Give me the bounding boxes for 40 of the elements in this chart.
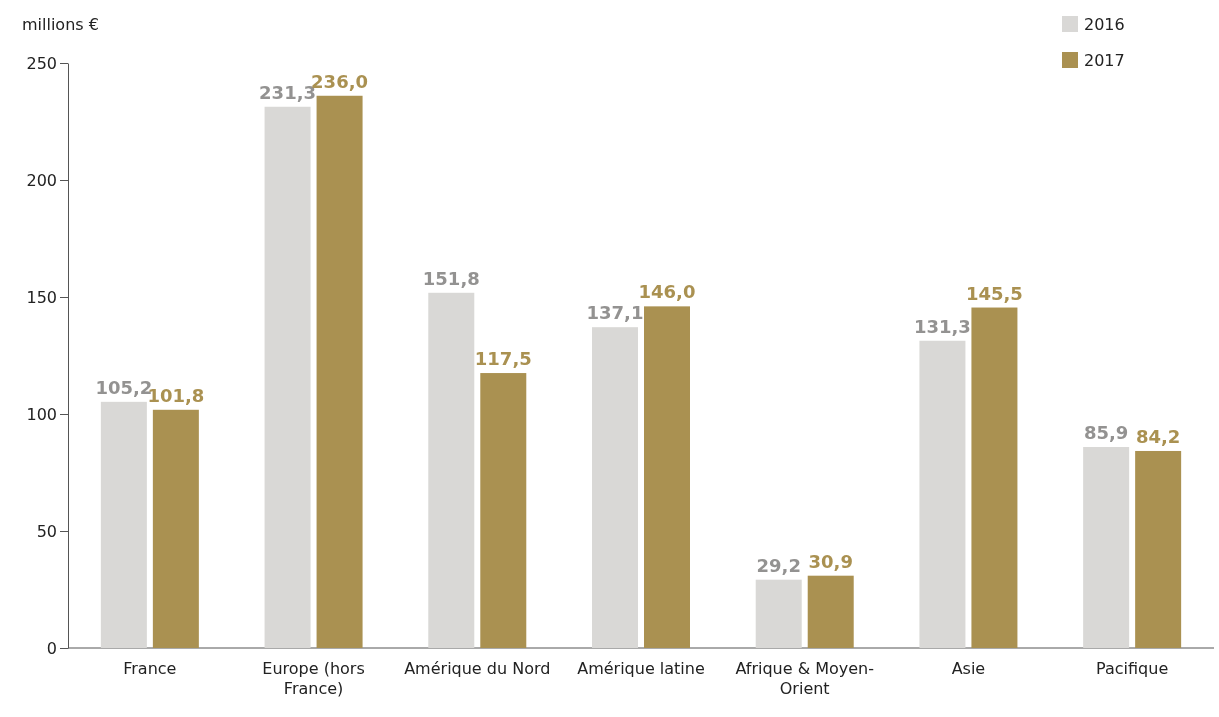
data-label: 117,5 (474, 348, 532, 370)
bar (1083, 446, 1130, 648)
y-tick-label: 0 (46, 638, 57, 658)
bar (152, 409, 199, 648)
x-tick-label: Amérique du Nord (404, 659, 551, 678)
y-tick-label: 250 (26, 53, 57, 73)
bar (755, 579, 802, 648)
x-tick-label: Asie (951, 659, 986, 678)
y-tick-label: 200 (26, 170, 57, 190)
data-label: 145,5 (965, 282, 1023, 304)
x-tick-label: Afrique & Moyen-Orient (735, 659, 875, 698)
bar (428, 292, 475, 648)
data-label: 131,3 (913, 315, 971, 337)
legend-label: 2016 (1084, 15, 1125, 34)
data-label: 30,9 (808, 550, 853, 572)
data-label: 29,2 (756, 554, 801, 576)
x-tick-label: Pacifique (1096, 659, 1169, 678)
y-tick-label: 100 (26, 404, 57, 424)
x-tick-label: France (123, 659, 177, 678)
bar (644, 306, 690, 648)
bar (480, 373, 527, 648)
y-tick-label: 150 (26, 287, 57, 307)
bar (592, 327, 638, 648)
bar (807, 575, 854, 648)
y-tick-label: 50 (36, 521, 57, 541)
bar (264, 106, 311, 648)
x-tick-label: Amérique latine (577, 659, 705, 678)
data-label: 84,2 (1135, 425, 1181, 447)
bar (100, 401, 147, 648)
bar (971, 307, 1018, 648)
legend-label: 2017 (1084, 51, 1125, 70)
data-label: 146,0 (638, 281, 696, 303)
bar (919, 340, 966, 648)
data-label: 85,9 (1083, 421, 1129, 443)
data-label: 151,8 (422, 267, 480, 289)
x-tick-label: Europe (hors France) (262, 659, 365, 698)
y-axis-title: millions € (22, 15, 99, 34)
bar (316, 95, 363, 648)
bar (1135, 450, 1182, 648)
data-label: 137,1 (586, 302, 644, 324)
